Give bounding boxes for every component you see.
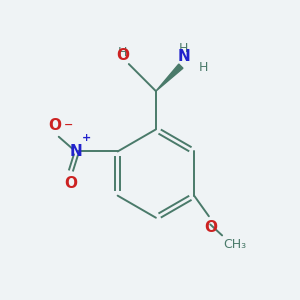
Text: O: O bbox=[204, 220, 217, 235]
Text: CH₃: CH₃ bbox=[224, 238, 247, 251]
Text: O: O bbox=[64, 176, 77, 191]
Text: H: H bbox=[199, 61, 208, 74]
Text: +: + bbox=[82, 133, 91, 143]
Text: H: H bbox=[118, 46, 128, 59]
Polygon shape bbox=[156, 64, 183, 91]
Text: O: O bbox=[48, 118, 62, 133]
Text: O: O bbox=[116, 48, 129, 63]
Text: −: − bbox=[64, 119, 73, 129]
Text: N: N bbox=[177, 49, 190, 64]
Text: H: H bbox=[179, 42, 188, 55]
Text: N: N bbox=[70, 144, 83, 159]
